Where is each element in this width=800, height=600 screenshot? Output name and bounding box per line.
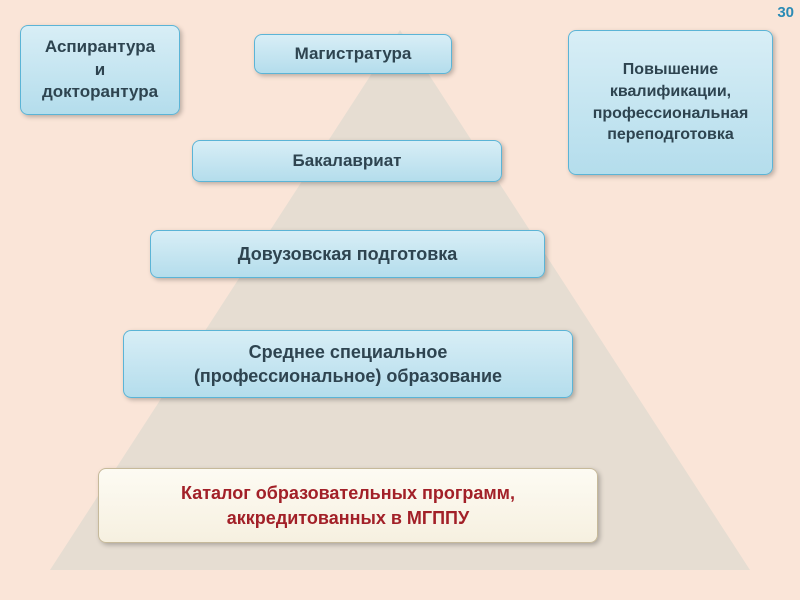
box-srednee: Среднее специальное (профессиональное) о… bbox=[123, 330, 573, 398]
box-povyshenie: Повышение квалификации, профессиональная… bbox=[568, 30, 773, 175]
page-number: 30 bbox=[777, 4, 794, 21]
box-dovuz: Довузовская подготовка bbox=[150, 230, 545, 278]
box-magistratura: Магистратура bbox=[254, 34, 452, 74]
box-aspirantura: Аспирантура и докторантура bbox=[20, 25, 180, 115]
box-katalog: Каталог образовательных программ, аккред… bbox=[98, 468, 598, 543]
box-bakalavriat: Бакалавриат bbox=[192, 140, 502, 182]
